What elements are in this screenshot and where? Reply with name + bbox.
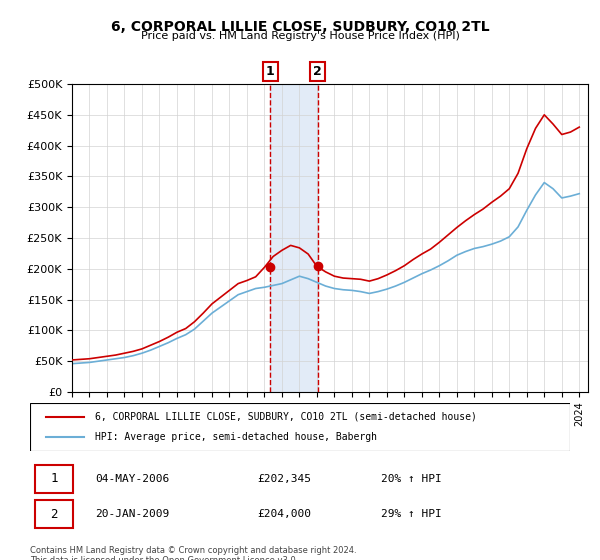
Text: £204,000: £204,000: [257, 509, 311, 519]
Text: 20% ↑ HPI: 20% ↑ HPI: [381, 474, 442, 484]
Text: 1: 1: [50, 472, 58, 486]
Text: Price paid vs. HM Land Registry's House Price Index (HPI): Price paid vs. HM Land Registry's House …: [140, 31, 460, 41]
Text: 2: 2: [50, 507, 58, 521]
Text: 04-MAY-2006: 04-MAY-2006: [95, 474, 169, 484]
FancyBboxPatch shape: [35, 500, 73, 528]
Text: 1: 1: [266, 65, 275, 78]
Text: HPI: Average price, semi-detached house, Babergh: HPI: Average price, semi-detached house,…: [95, 432, 377, 442]
Text: 2: 2: [313, 65, 322, 78]
Text: £202,345: £202,345: [257, 474, 311, 484]
FancyBboxPatch shape: [35, 465, 73, 493]
FancyBboxPatch shape: [30, 403, 570, 451]
Text: 20-JAN-2009: 20-JAN-2009: [95, 509, 169, 519]
Text: 6, CORPORAL LILLIE CLOSE, SUDBURY, CO10 2TL (semi-detached house): 6, CORPORAL LILLIE CLOSE, SUDBURY, CO10 …: [95, 412, 476, 422]
Bar: [271, 84, 318, 392]
Text: 29% ↑ HPI: 29% ↑ HPI: [381, 509, 442, 519]
Text: 6, CORPORAL LILLIE CLOSE, SUDBURY, CO10 2TL: 6, CORPORAL LILLIE CLOSE, SUDBURY, CO10 …: [110, 20, 490, 34]
Text: Contains HM Land Registry data © Crown copyright and database right 2024.
This d: Contains HM Land Registry data © Crown c…: [30, 546, 356, 560]
